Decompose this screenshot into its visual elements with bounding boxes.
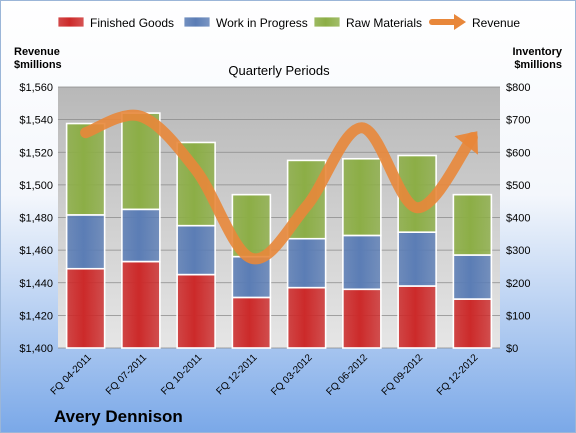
legend-swatch-work-in-progress — [183, 16, 211, 28]
right-axis-tick-label: $400 — [506, 213, 530, 225]
bar-work-in-progress — [342, 234, 382, 291]
chart-title: Quarterly Periods — [228, 63, 330, 78]
bar-finished-goods — [342, 288, 382, 349]
bar-raw-materials — [65, 122, 106, 216]
right-axis-tick-label: $800 — [506, 82, 530, 94]
revenue-arrowhead — [454, 131, 478, 155]
right-axis-tick-label: $600 — [506, 147, 530, 159]
bar-work-in-progress — [65, 214, 106, 270]
bar-finished-goods — [397, 285, 437, 349]
bar-finished-goods — [176, 273, 216, 349]
bar-finished-goods — [452, 298, 493, 349]
legend-label: Raw Materials — [346, 16, 422, 30]
bar-raw-materials — [342, 157, 382, 237]
legend-label: Revenue — [472, 16, 520, 30]
legend-arrow-revenue — [454, 14, 466, 30]
left-axis-tick-label: $1,500 — [19, 180, 53, 192]
left-axis-tick-label: $1,540 — [19, 115, 53, 127]
right-axis-tick-label: $0 — [506, 343, 518, 355]
left-axis-tick-label: $1,440 — [19, 278, 53, 290]
right-axis-tick-label: $500 — [506, 180, 530, 192]
right-axis-tick-label: $200 — [506, 278, 530, 290]
left-axis-title: Revenue $millions — [14, 46, 62, 71]
left-axis-tick-label: $1,560 — [19, 82, 53, 94]
bar-finished-goods — [286, 286, 327, 349]
bar-finished-goods — [65, 267, 106, 349]
bar-raw-materials — [452, 193, 493, 256]
bar-finished-goods — [231, 296, 272, 349]
left-axis-tick-label: $1,520 — [19, 147, 53, 159]
right-axis-title: Inventory $millions — [512, 46, 562, 71]
bar-finished-goods — [121, 260, 161, 349]
bar-work-in-progress — [176, 224, 216, 276]
bar-work-in-progress — [121, 208, 161, 263]
bar-work-in-progress — [286, 237, 327, 289]
legend-swatch-finished-goods — [57, 16, 85, 28]
left-axis-tick-label: $1,420 — [19, 310, 53, 322]
legend-label: Work in Progress — [216, 16, 308, 30]
revenue-line — [80, 109, 478, 265]
left-axis-tick-label: $1,460 — [19, 245, 53, 257]
right-axis-tick-label: $700 — [506, 115, 530, 127]
bar-work-in-progress — [452, 254, 493, 300]
legend-swatch-raw-materials — [313, 16, 341, 28]
right-axis-tick-label: $300 — [506, 245, 530, 257]
legend-label: Finished Goods — [90, 16, 174, 30]
right-axis-tick-label: $100 — [506, 310, 530, 322]
bar-work-in-progress — [397, 231, 437, 287]
left-axis-tick-label: $1,480 — [19, 213, 53, 225]
company-name: Avery Dennison — [54, 407, 183, 426]
left-axis-tick-label: $1,400 — [19, 343, 53, 355]
